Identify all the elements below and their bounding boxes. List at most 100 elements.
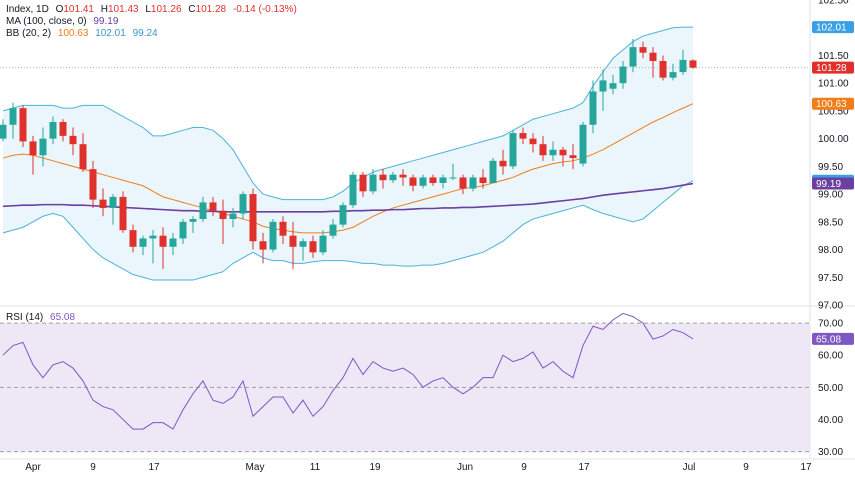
candle[interactable] — [489, 158, 497, 183]
value-tag: 100.63 — [812, 97, 854, 110]
candle[interactable] — [449, 163, 457, 181]
candle[interactable] — [619, 61, 627, 89]
candle[interactable] — [589, 80, 597, 134]
time-axis[interactable]: Apr 9 17 May 11 19 Jun 9 17 Jul 9 17 — [25, 462, 812, 473]
candle[interactable] — [379, 169, 387, 189]
candle[interactable] — [559, 146, 567, 167]
candle[interactable] — [419, 174, 427, 189]
candle[interactable] — [159, 227, 167, 269]
candle[interactable] — [69, 127, 77, 156]
candle[interactable] — [399, 169, 407, 186]
candle[interactable] — [329, 219, 337, 239]
candle[interactable] — [239, 191, 247, 220]
candle[interactable] — [509, 130, 517, 170]
ohlc-legend: Index, 1D O101.41 H101.43 L101.26 C101.2… — [6, 4, 301, 15]
candle-body — [529, 138, 537, 145]
candle[interactable] — [79, 133, 87, 172]
candle[interactable] — [279, 216, 287, 244]
candle[interactable] — [439, 174, 447, 189]
candle[interactable] — [349, 171, 357, 208]
candle[interactable] — [19, 105, 27, 147]
candle[interactable] — [129, 224, 137, 253]
candle[interactable] — [169, 232, 177, 256]
candle[interactable] — [249, 188, 257, 250]
candle[interactable] — [149, 230, 157, 264]
candle[interactable] — [539, 135, 547, 161]
rsi-tick-label: 40.00 — [818, 415, 843, 426]
candle[interactable] — [639, 41, 647, 59]
candle[interactable] — [259, 232, 267, 264]
candle[interactable] — [139, 235, 147, 256]
price-tick-label: 100.50 — [818, 106, 849, 117]
candle[interactable] — [649, 47, 657, 78]
candle[interactable] — [179, 219, 187, 244]
candles[interactable] — [0, 38, 697, 269]
candle[interactable] — [579, 122, 587, 167]
rsi-tick-label: 30.00 — [818, 447, 843, 458]
candle[interactable] — [689, 59, 697, 69]
candle[interactable] — [269, 219, 277, 253]
candle[interactable] — [299, 238, 307, 261]
bollinger-band-fill — [3, 27, 693, 281]
candle[interactable] — [0, 119, 7, 142]
candle[interactable] — [499, 149, 507, 175]
candle[interactable] — [409, 174, 417, 192]
candle-body — [489, 160, 497, 183]
candle[interactable] — [389, 171, 397, 183]
rsi-pane[interactable]: 30.00 40.00 50.00 60.00 70.00 65.08 — [0, 312, 854, 458]
time-tick-label: 11 — [310, 462, 321, 473]
candle[interactable] — [9, 102, 17, 139]
candle[interactable] — [479, 169, 487, 189]
candle[interactable] — [89, 160, 97, 208]
candle-body — [429, 177, 437, 183]
candle[interactable] — [459, 174, 467, 195]
candle[interactable] — [609, 74, 617, 95]
candle[interactable] — [599, 69, 607, 111]
candle[interactable] — [209, 196, 217, 217]
candle[interactable] — [359, 171, 367, 197]
ma-legend[interactable]: MA (100, close, 0) 99.19 — [6, 16, 122, 27]
candle[interactable] — [529, 133, 537, 153]
candle[interactable] — [469, 174, 477, 192]
candle-body — [639, 47, 647, 53]
candle[interactable] — [569, 144, 577, 170]
candle-body — [159, 235, 167, 247]
candle-body — [19, 108, 27, 142]
candle[interactable] — [49, 116, 57, 145]
candle[interactable] — [659, 55, 667, 81]
candle-body — [379, 174, 387, 181]
rsi-legend[interactable]: RSI (14) 65.08 — [6, 312, 75, 323]
candle[interactable] — [549, 141, 557, 161]
candle[interactable] — [59, 119, 67, 142]
candle[interactable] — [199, 196, 207, 222]
candle-body — [479, 177, 487, 183]
candle[interactable] — [99, 188, 107, 217]
candle[interactable] — [679, 49, 687, 75]
candle[interactable] — [629, 38, 637, 73]
candle-body — [569, 155, 577, 159]
candle[interactable] — [189, 216, 197, 233]
candle-body — [329, 224, 337, 236]
candle[interactable] — [339, 202, 347, 228]
candle-body — [209, 202, 217, 211]
candle[interactable] — [369, 169, 377, 195]
candle-body — [69, 135, 77, 145]
candle[interactable] — [39, 127, 47, 167]
candle[interactable] — [219, 199, 227, 244]
candle[interactable] — [519, 127, 527, 145]
candle[interactable] — [669, 63, 677, 81]
price-axis[interactable]: 97.00 97.50 98.00 98.50 99.00 99.50 100.00 100.… — [818, 0, 849, 312]
candle[interactable] — [119, 191, 127, 233]
bb-legend[interactable]: BB (20, 2) 100.63 102.01 99.24 — [6, 28, 162, 39]
candle[interactable] — [289, 221, 297, 269]
candle[interactable] — [309, 235, 317, 258]
value-tag-box — [812, 21, 854, 34]
candle[interactable] — [229, 207, 237, 228]
candle[interactable] — [429, 174, 437, 186]
candle[interactable] — [29, 135, 37, 175]
candle-body — [629, 47, 637, 67]
candle-body — [289, 235, 297, 247]
candle[interactable] — [319, 230, 327, 256]
candle[interactable] — [109, 194, 117, 225]
